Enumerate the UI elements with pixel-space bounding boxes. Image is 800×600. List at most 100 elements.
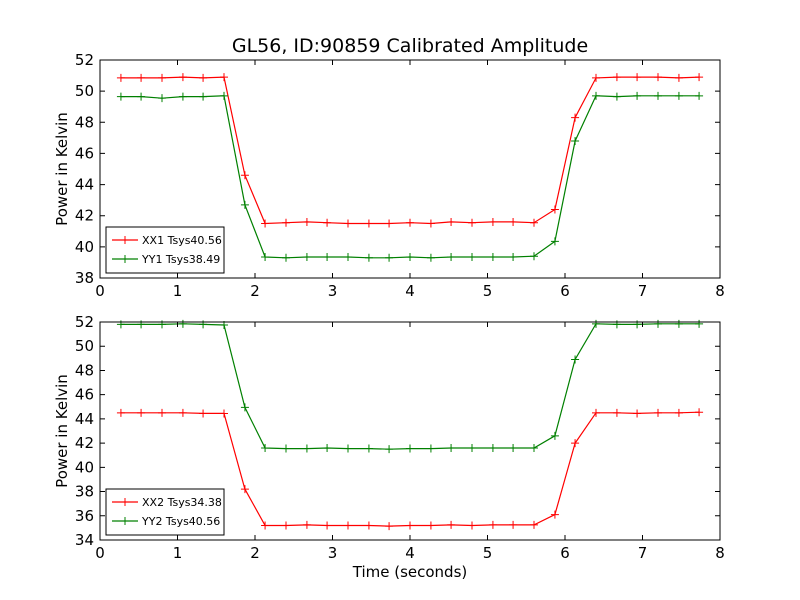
- legend-label: XX1 Tsys40.56: [142, 234, 222, 247]
- data-point: [488, 443, 497, 452]
- data-point: [695, 319, 704, 328]
- x-axis-label: Time (seconds): [352, 563, 468, 581]
- data-point: [364, 219, 373, 228]
- data-point: [426, 253, 435, 262]
- y-tick-label: 48: [75, 361, 94, 379]
- data-point: [447, 217, 456, 226]
- data-point: [137, 73, 146, 82]
- data-point: [654, 408, 662, 417]
- data-point: [530, 443, 538, 452]
- data-point: [323, 521, 332, 530]
- data-point: [674, 73, 683, 82]
- y-tick-label: 34: [75, 531, 94, 549]
- data-point: [447, 443, 456, 452]
- data-point: [695, 408, 704, 417]
- data-point: [550, 237, 559, 246]
- data-point: [199, 92, 208, 101]
- data-point: [426, 219, 435, 228]
- x-tick-label: 6: [560, 544, 570, 562]
- data-point: [385, 253, 394, 262]
- data-point: [158, 94, 166, 103]
- series-line-2-2: [120, 323, 700, 450]
- series-line-1-1: [120, 76, 700, 225]
- legend-marker: [121, 255, 129, 263]
- data-point: [612, 73, 621, 82]
- legend: XX2 Tsys34.38 YY2 Tsys40.56: [105, 488, 225, 536]
- data-point: [571, 355, 580, 364]
- data-point: [302, 217, 311, 226]
- data-point: [302, 444, 311, 453]
- data-point: [178, 408, 187, 417]
- y-tick-label: 38: [75, 483, 94, 501]
- data-point: [654, 319, 662, 328]
- data-point: [178, 73, 187, 82]
- data-point: [509, 217, 518, 226]
- y-tick-label: 50: [75, 337, 94, 355]
- data-point: [592, 319, 600, 328]
- data-point: [571, 113, 580, 122]
- data-point: [633, 91, 642, 100]
- data-point: [406, 444, 414, 453]
- data-point: [137, 408, 146, 417]
- data-point: [302, 520, 311, 529]
- data-point: [633, 73, 642, 82]
- data-point: [302, 252, 311, 261]
- x-tick-label: 1: [173, 544, 183, 562]
- data-point: [199, 73, 208, 82]
- data-point: [137, 92, 146, 101]
- data-point: [178, 92, 187, 101]
- data-point: [509, 252, 518, 261]
- y-tick-label: 44: [75, 410, 94, 428]
- data-point: [654, 73, 662, 82]
- data-point: [220, 409, 228, 418]
- y-tick-label: 38: [75, 269, 94, 287]
- legend-marker: [121, 498, 129, 506]
- data-point: [695, 91, 704, 100]
- y-tick-label: 46: [75, 386, 94, 404]
- data-point: [344, 521, 352, 530]
- data-point: [468, 218, 476, 227]
- y-tick-label: 46: [75, 144, 94, 162]
- data-point: [178, 319, 187, 328]
- data-point: [468, 521, 476, 530]
- data-point: [550, 510, 559, 519]
- data-point: [282, 218, 290, 227]
- x-tick-label: 4: [405, 282, 415, 300]
- data-point: [550, 205, 559, 214]
- data-point: [654, 91, 662, 100]
- y-tick-label: 40: [75, 458, 94, 476]
- data-point: [488, 252, 497, 261]
- data-point: [550, 431, 559, 440]
- data-point: [426, 444, 435, 453]
- data-point: [364, 253, 373, 262]
- data-point: [447, 252, 456, 261]
- y-tick-label: 42: [75, 434, 94, 452]
- x-tick-label: 6: [560, 282, 570, 300]
- x-tick-label: 2: [250, 544, 260, 562]
- y-tick-label: 36: [75, 507, 94, 525]
- data-point: [261, 219, 270, 228]
- data-point: [344, 219, 352, 228]
- data-point: [592, 408, 600, 417]
- data-point: [261, 443, 270, 452]
- data-point: [385, 445, 394, 454]
- data-point: [426, 521, 435, 530]
- legend-box: [105, 488, 225, 536]
- data-point: [364, 444, 373, 453]
- x-tick-label: 0: [95, 282, 105, 300]
- data-point: [158, 73, 166, 82]
- data-point: [158, 408, 166, 417]
- data-point: [571, 136, 580, 145]
- data-point: [468, 443, 476, 452]
- data-point: [571, 439, 580, 448]
- data-point: [488, 520, 497, 529]
- legend-label: XX2 Tsys34.38: [142, 496, 222, 509]
- data-point: [406, 252, 414, 261]
- data-point: [385, 522, 394, 531]
- x-tick-label: 3: [328, 544, 338, 562]
- data-point: [612, 408, 621, 417]
- data-point: [633, 409, 642, 418]
- data-point: [406, 521, 414, 530]
